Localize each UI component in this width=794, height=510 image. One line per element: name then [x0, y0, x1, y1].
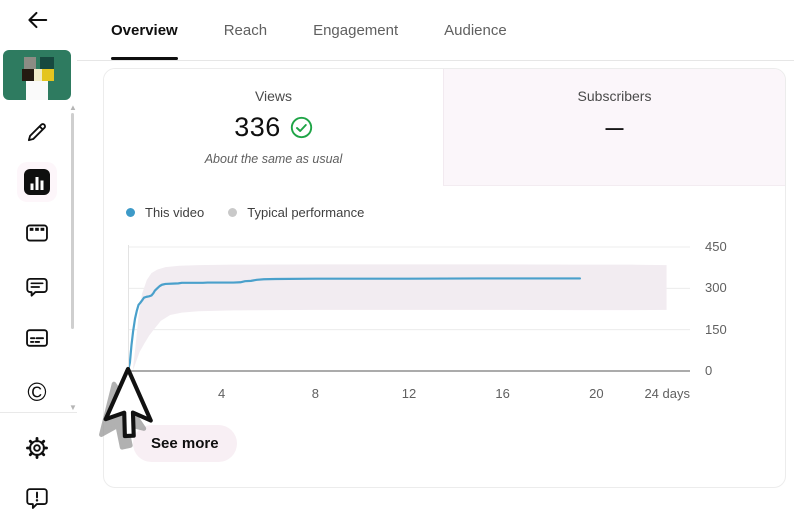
tab-overview-label: Overview — [111, 21, 178, 39]
metric-tab-views[interactable]: Views 336 About the same as usual — [104, 69, 443, 186]
scroll-down-arrow[interactable]: ▼ — [69, 403, 77, 412]
y-axis-tick-label: 450 — [705, 239, 727, 254]
tab-overview[interactable]: Overview — [111, 0, 178, 60]
x-axis-tick-label: 24 days — [644, 386, 690, 401]
x-axis-tick-label: 12 — [401, 386, 417, 401]
subscribers-label: Subscribers — [577, 88, 652, 104]
y-axis-tick-label: 0 — [705, 363, 713, 378]
legend-label-typical: Typical performance — [247, 205, 365, 220]
tab-engagement[interactable]: Engagement — [313, 0, 398, 60]
pencil-icon — [27, 123, 46, 142]
thumbnail-block — [24, 57, 36, 69]
thumbnail-block — [26, 81, 48, 100]
analytics-tabbar: Overview Reach Engagement Audience — [77, 0, 794, 61]
sidebar-item-settings[interactable] — [17, 428, 57, 468]
thumbnail-block — [22, 69, 34, 81]
gear-icon — [26, 437, 48, 459]
sidebar-item-comments[interactable] — [17, 267, 57, 307]
sidebar-item-details[interactable] — [17, 112, 57, 152]
chart-plot — [126, 245, 690, 373]
legend-dot-this-video — [126, 208, 135, 217]
scroll-up-arrow[interactable]: ▲ — [69, 103, 77, 112]
tab-reach-label: Reach — [223, 21, 268, 39]
x-axis-tick-label: 4 — [218, 386, 226, 401]
metric-tab-subscribers[interactable]: Subscribers — — [443, 69, 785, 186]
video-thumbnail[interactable] — [3, 50, 71, 100]
views-value: 336 — [234, 112, 281, 142]
y-axis-tick-label: 300 — [705, 280, 727, 296]
legend-typical-performance: Typical performance — [228, 205, 364, 220]
comments-icon — [26, 277, 48, 297]
subscribers-value: — — [605, 118, 624, 138]
x-axis-tick-label: 16 — [495, 386, 510, 401]
y-axis-tick-label: 150 — [705, 321, 727, 337]
thumbnail-block — [40, 57, 54, 69]
sidebar: ▲ ▼ — [0, 0, 77, 510]
sidebar-item-editor[interactable] — [17, 213, 57, 253]
views-line-chart[interactable]: 0 150 300 450 4 8 12 16 20 24 days — [126, 239, 794, 410]
sidebar-item-subtitles[interactable] — [17, 318, 57, 358]
tab-audience[interactable]: Audience — [444, 0, 507, 60]
chart-legend: This video Typical performance — [126, 205, 364, 220]
legend-this-video: This video — [126, 205, 204, 220]
film-editor-icon — [26, 224, 48, 242]
feedback-icon — [26, 488, 48, 509]
analytics-icon — [24, 169, 50, 195]
sidebar-item-copyright[interactable]: © — [17, 372, 57, 412]
back-arrow-icon — [28, 11, 48, 29]
thumbnail-block — [34, 69, 42, 81]
check-circle-icon — [290, 116, 312, 139]
legend-label-this-video: This video — [145, 205, 205, 220]
legend-dot-typical — [228, 208, 238, 217]
tab-audience-label: Audience — [444, 21, 507, 39]
sidebar-item-feedback[interactable] — [17, 478, 57, 510]
see-more-button[interactable]: See more — [133, 425, 237, 462]
sidebar-scrollbar[interactable] — [71, 113, 74, 329]
thumbnail-block — [42, 69, 54, 81]
views-note: About the same as usual — [204, 152, 343, 166]
copyright-icon: © — [27, 377, 47, 407]
views-label: Views — [254, 88, 293, 104]
sidebar-divider — [0, 412, 77, 413]
tab-reach[interactable]: Reach — [224, 0, 267, 60]
back-button[interactable] — [22, 5, 52, 35]
tab-engagement-label: Engagement — [313, 21, 399, 39]
subtitles-icon — [26, 329, 48, 347]
sidebar-item-analytics[interactable] — [17, 162, 57, 202]
x-axis-tick-label: 8 — [311, 386, 319, 401]
x-axis-tick-label: 20 — [589, 386, 604, 401]
